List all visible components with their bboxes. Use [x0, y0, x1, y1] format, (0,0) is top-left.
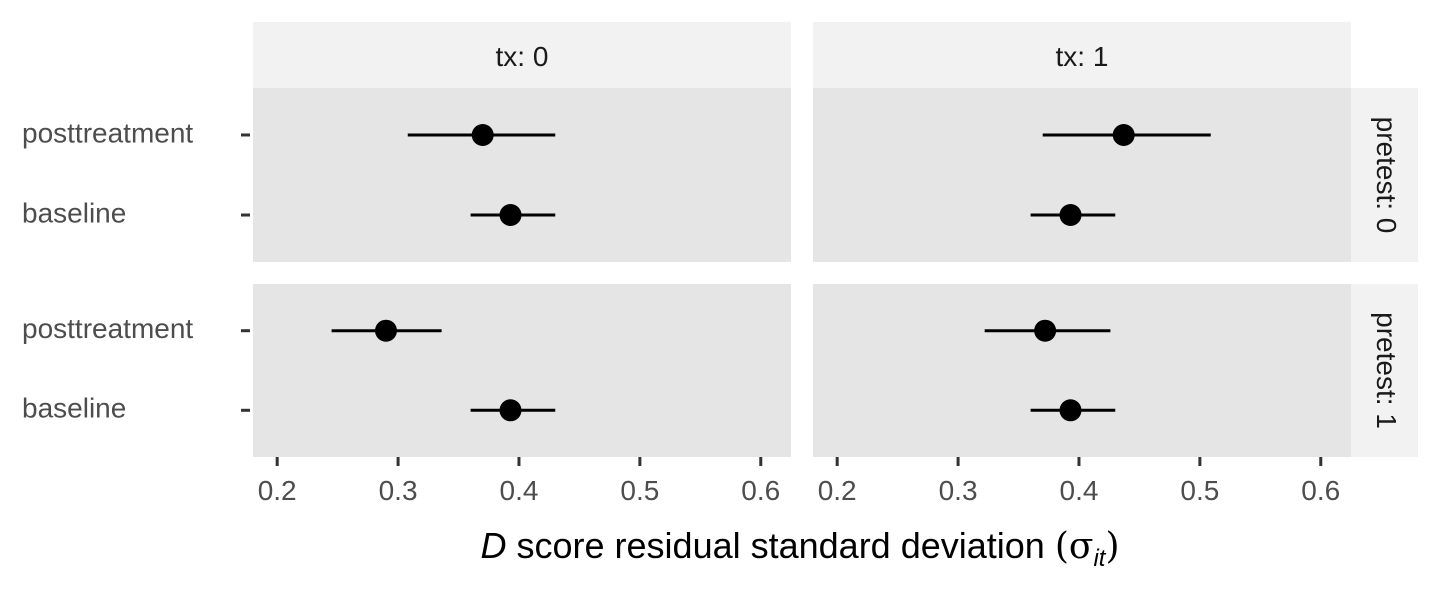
y-tick-label: baseline: [22, 393, 126, 424]
y-tick-label: posttreatment: [22, 313, 193, 344]
x-tick-label: 0.6: [1301, 475, 1340, 506]
point-estimate: [1059, 399, 1082, 422]
x-axis: 0.2 0.3 0.4 0.5 0.6 0.2 0.3 0.4 0.5 0.6: [258, 457, 1340, 506]
row-strip-label: pretest: 1: [1371, 312, 1402, 429]
x-axis-title-paren-close: ): [1105, 526, 1119, 567]
x-axis-title-italic: D: [481, 525, 507, 566]
point-estimate: [1034, 319, 1057, 342]
col-strip-label: tx: 1: [1056, 41, 1109, 72]
y-axis: posttreatment baseline posttreatment baseli…: [22, 117, 250, 424]
row-strip-bg: [1351, 88, 1418, 262]
panel-background: [813, 88, 1351, 262]
x-axis-title-subscript: it: [1093, 545, 1106, 572]
x-axis-title: D score residual standard deviation (σit…: [481, 525, 1120, 572]
point-estimate: [499, 204, 522, 227]
x-tick-label: 0.2: [818, 475, 857, 506]
y-tick-label: baseline: [22, 197, 126, 228]
col-strip-bg: [253, 22, 791, 88]
panel-background: [253, 88, 791, 262]
facet-strips: tx: 0 tx: 1 pretest: 0 pretest: 1: [253, 22, 1418, 457]
point-estimate: [471, 123, 494, 146]
col-strip-bg: [813, 22, 1351, 88]
point-estimate: [374, 319, 397, 342]
y-tick-label: posttreatment: [22, 117, 193, 148]
x-axis-title-paren-open: (: [1055, 526, 1069, 567]
col-strip-label: tx: 0: [496, 41, 549, 72]
point-estimate: [1059, 204, 1082, 227]
point-estimate: [1112, 123, 1135, 146]
row-strip-bg: [1351, 284, 1418, 457]
x-tick-label: 0.3: [939, 475, 978, 506]
x-tick-label: 0.5: [620, 475, 659, 506]
x-tick-label: 0.6: [741, 475, 780, 506]
row-strip-label: pretest: 0: [1371, 117, 1402, 234]
x-axis-title-text: score residual standard deviation: [507, 525, 1055, 566]
x-tick-label: 0.4: [500, 475, 539, 506]
x-tick-label: 0.2: [258, 475, 297, 506]
x-axis-title-symbol: σ: [1069, 526, 1094, 567]
facet-panels: [253, 88, 1351, 457]
x-tick-label: 0.4: [1060, 475, 1099, 506]
point-estimate: [499, 399, 522, 422]
panel-background: [253, 284, 791, 457]
panel-background: [813, 284, 1351, 457]
x-tick-label: 0.5: [1180, 475, 1219, 506]
x-tick-label: 0.3: [379, 475, 418, 506]
